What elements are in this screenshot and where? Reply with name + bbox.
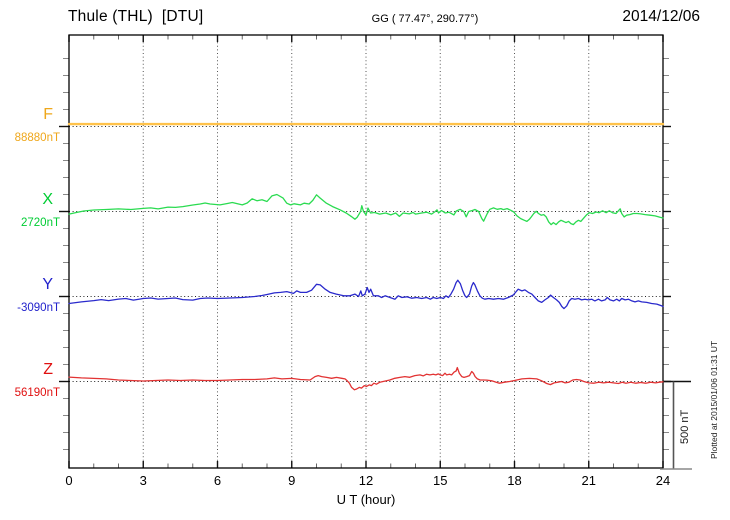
x-tick-label-0: 0 bbox=[65, 473, 73, 488]
x-tick-label-9: 9 bbox=[288, 473, 296, 488]
plotted-at-note: Plotted at 2015/01/06 01:31 UT bbox=[709, 340, 719, 460]
trace-Y bbox=[68, 279, 664, 310]
x-tick-label-12: 12 bbox=[358, 473, 374, 488]
component-letter-Z: Z bbox=[43, 360, 53, 378]
trace-Z bbox=[68, 366, 664, 391]
x-tick-label-15: 15 bbox=[433, 473, 448, 488]
x-axis-label: U T (hour) bbox=[336, 492, 396, 507]
component-baseline-value-F: 88880nT bbox=[14, 131, 60, 144]
component-letter-X: X bbox=[42, 190, 53, 208]
plot-date: 2014/12/06 bbox=[622, 8, 700, 25]
component-baseline-value-X: 2720nT bbox=[20, 216, 60, 229]
x-tick-label-6: 6 bbox=[213, 473, 222, 488]
component-letter-F: F bbox=[43, 105, 53, 123]
geographic-coordinates: GG ( 77.47°, 290.77°) bbox=[371, 13, 479, 25]
component-baseline-value-Y: -3090nT bbox=[17, 301, 60, 314]
x-tick-label-24: 24 bbox=[655, 473, 671, 488]
x-tick-label-18: 18 bbox=[507, 473, 522, 488]
scale-bar-label: 500 nT bbox=[679, 409, 691, 445]
x-tick-label-21: 21 bbox=[581, 473, 596, 488]
plot-border bbox=[68, 34, 664, 469]
component-letter-Y: Y bbox=[42, 275, 53, 293]
component-baseline-value-Z: 56190nT bbox=[14, 386, 60, 399]
trace-X bbox=[68, 193, 664, 226]
x-tick-label-3: 3 bbox=[139, 473, 147, 488]
page-title: Thule (THL) [DTU] bbox=[68, 8, 204, 25]
